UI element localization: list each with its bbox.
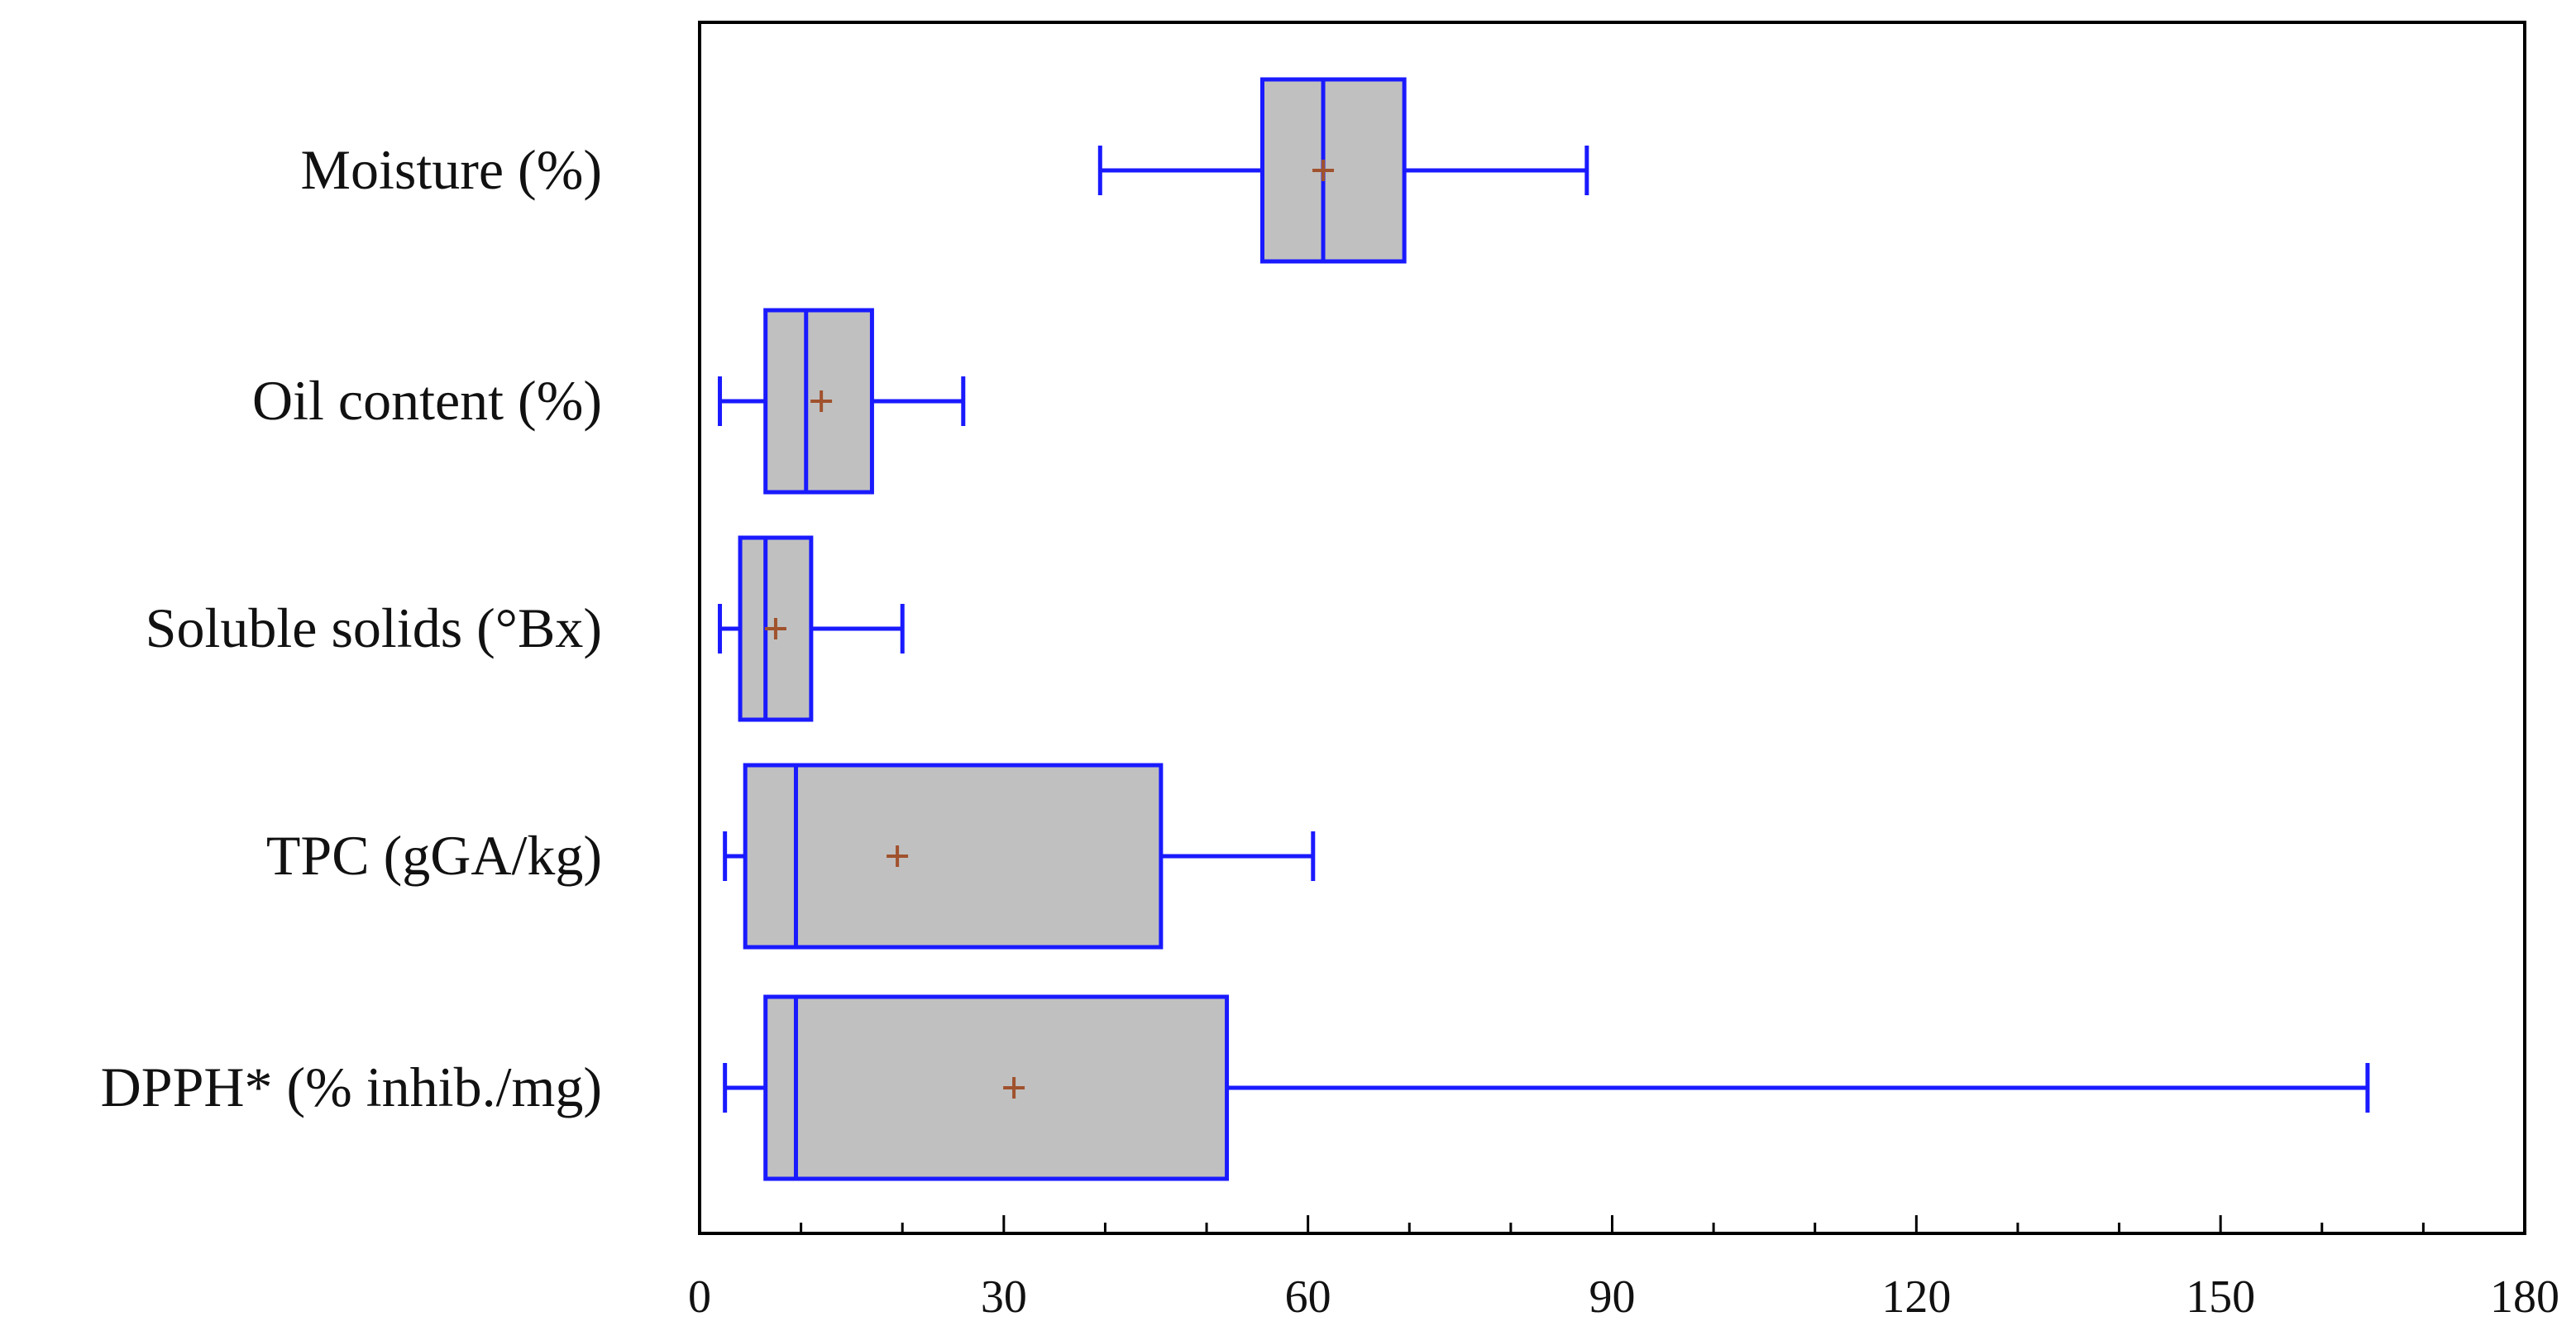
x-axis: 0 30 60 90 120 150 180 [688,1215,2559,1323]
category-label: TPC (gGA/kg) [266,824,602,887]
box-group [718,535,905,722]
x-tick-label: 60 [1285,1271,1331,1323]
x-tick-label: 30 [981,1271,1027,1323]
category-label: Oil content (%) [252,369,602,432]
category-label: Moisture (%) [301,138,602,201]
x-tick-label: 90 [1589,1271,1636,1323]
category-labels: Moisture (%) Oil content (%) Soluble solid… [101,138,602,1118]
plot-marks [718,77,2370,1181]
mean-marker [764,618,786,639]
category-label: DPPH* (% inhib./mg) [101,1056,602,1118]
iqr-box [763,994,1230,1181]
box-group [718,308,966,495]
mean-marker [1312,160,1335,181]
mean-marker [1003,1077,1025,1099]
x-tick-label: 150 [2186,1271,2255,1323]
x-tick-label: 0 [688,1271,711,1323]
box-group [723,763,1316,950]
x-tick-label: 180 [2490,1271,2559,1323]
box-group [723,994,2370,1181]
iqr-box [743,763,1164,950]
x-tick-label: 120 [1881,1271,1951,1323]
category-label: Soluble solids (°Bx) [146,596,602,659]
mean-marker [887,845,909,867]
mean-marker [810,390,833,412]
box-group [1097,77,1589,264]
